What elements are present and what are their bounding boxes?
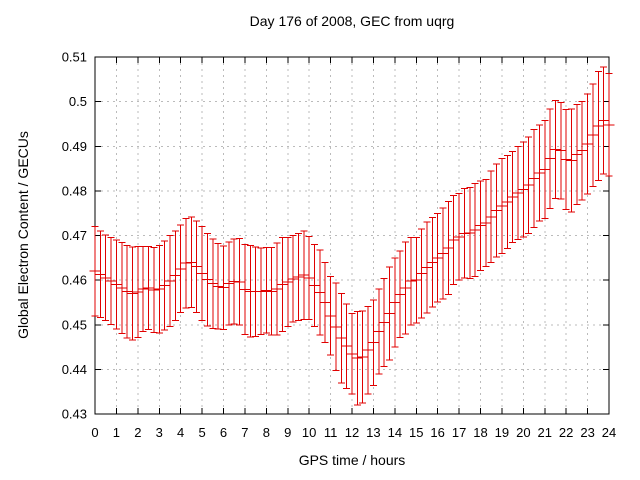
svg-text:0.47: 0.47 [62, 228, 87, 243]
svg-text:0.45: 0.45 [62, 317, 87, 332]
svg-text:0.49: 0.49 [62, 139, 87, 154]
svg-text:0.46: 0.46 [62, 273, 87, 288]
svg-text:10: 10 [302, 425, 316, 440]
svg-text:0.44: 0.44 [62, 362, 87, 377]
svg-text:13: 13 [366, 425, 380, 440]
svg-text:12: 12 [345, 425, 359, 440]
svg-text:11: 11 [324, 425, 338, 440]
x-tick-labels: 0 1 2 3 4 5 6 7 8 9 10 11 12 13 14 15 16 17 18 19 20 21 22 23 24 [91, 425, 616, 440]
svg-text:4: 4 [177, 425, 184, 440]
svg-text:0.48: 0.48 [62, 183, 87, 198]
x-axis-label: GPS time / hours [298, 452, 406, 468]
svg-text:2: 2 [134, 425, 141, 440]
svg-text:3: 3 [156, 425, 163, 440]
svg-text:6: 6 [220, 425, 227, 440]
svg-text:8: 8 [263, 425, 270, 440]
svg-text:18: 18 [473, 425, 487, 440]
svg-text:9: 9 [284, 425, 291, 440]
svg-text:0.5: 0.5 [69, 94, 87, 109]
svg-text:23: 23 [580, 425, 594, 440]
svg-text:0.43: 0.43 [62, 407, 87, 422]
svg-text:21: 21 [538, 425, 552, 440]
svg-text:15: 15 [409, 425, 423, 440]
svg-text:5: 5 [198, 425, 205, 440]
svg-text:20: 20 [516, 425, 530, 440]
chart-title: Day 176 of 2008, GEC from uqrg [249, 13, 455, 29]
svg-text:0.51: 0.51 [62, 50, 87, 65]
errorbar-series [89, 66, 615, 406]
svg-text:7: 7 [241, 425, 248, 440]
svg-text:19: 19 [495, 425, 509, 440]
svg-text:16: 16 [430, 425, 444, 440]
svg-text:0: 0 [91, 425, 98, 440]
svg-text:24: 24 [602, 425, 616, 440]
svg-text:22: 22 [559, 425, 573, 440]
svg-text:17: 17 [452, 425, 466, 440]
y-tick-labels: 0.43 0.44 0.45 0.46 0.47 0.48 0.49 0.5 0.51 [62, 50, 87, 422]
svg-text:1: 1 [113, 425, 120, 440]
svg-text:14: 14 [388, 425, 402, 440]
